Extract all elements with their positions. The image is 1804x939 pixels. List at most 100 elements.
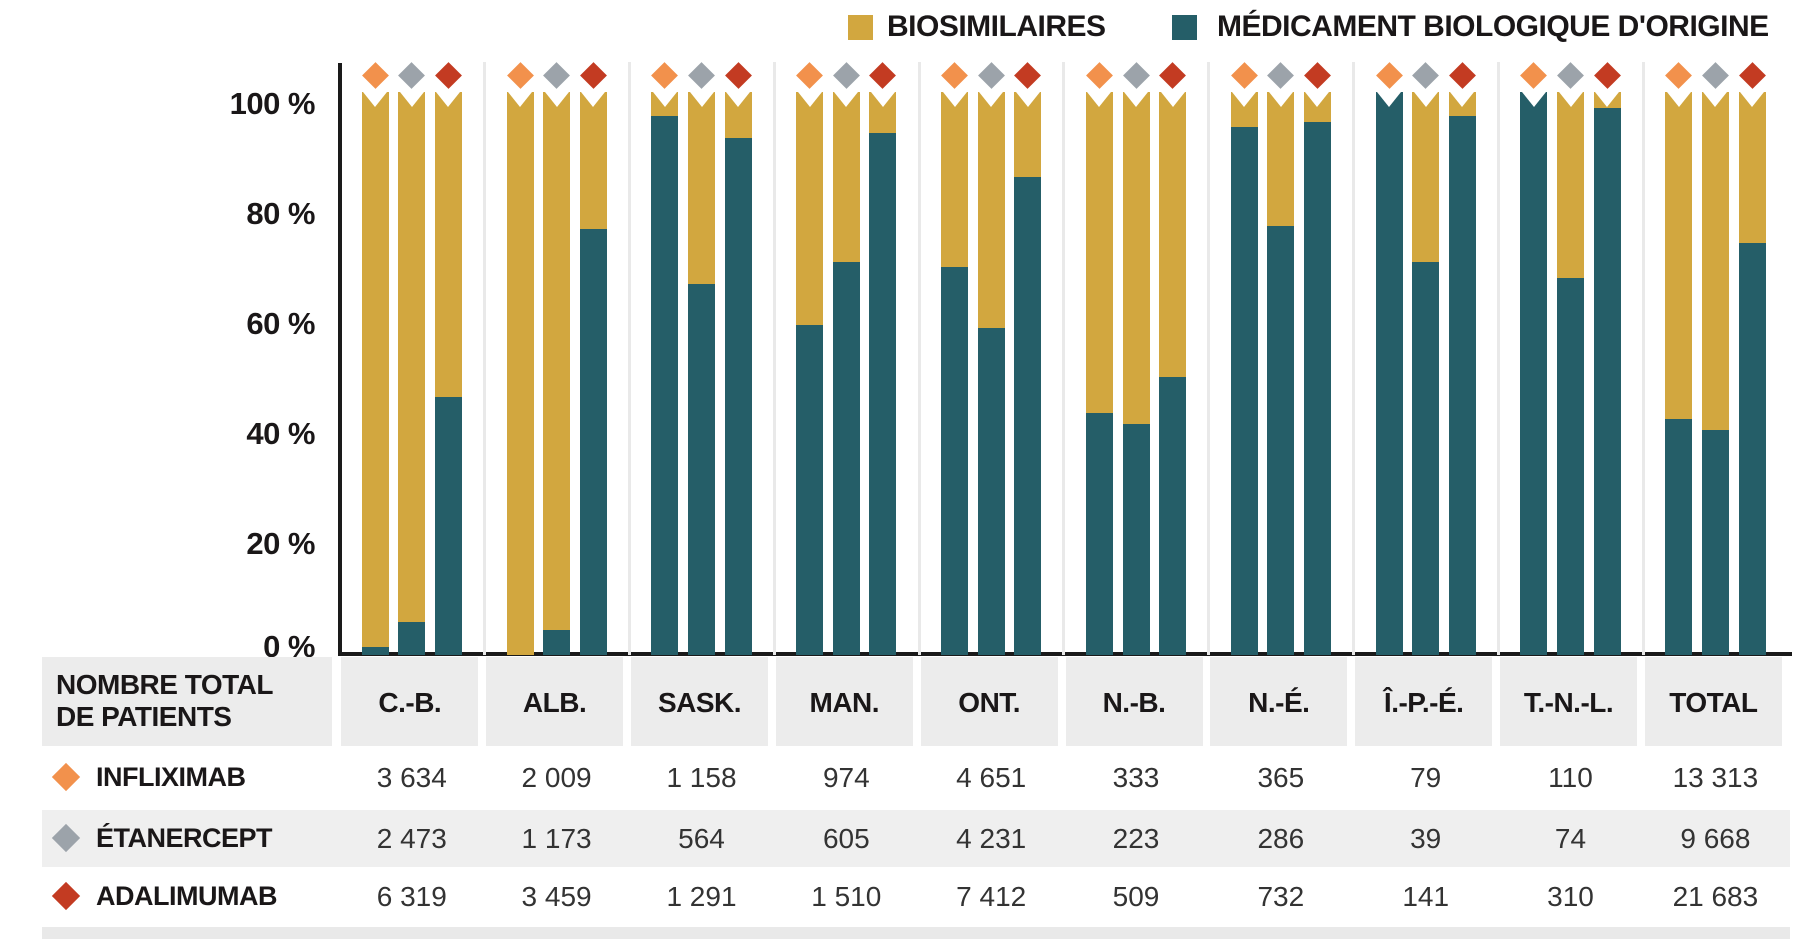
étanercept-diamond-icon [1122, 62, 1150, 89]
bar-T.-N.-L.-adalimumab [1593, 92, 1621, 656]
originator-segment [1412, 261, 1440, 656]
bar-C.-B.-infliximab [361, 92, 389, 656]
bar-top-notch [1124, 92, 1148, 107]
bar-top-notch [399, 92, 424, 107]
column-header-N.-É.: N.-É. [1210, 657, 1348, 746]
bar-TOTAL-infliximab [1665, 92, 1693, 655]
bar-top-notch [1377, 92, 1402, 107]
value-ADALIMUMAB-TOTAL: 21 683 [1672, 881, 1759, 912]
adalimumab-diamond-icon [1738, 62, 1766, 89]
value-INFLIXIMAB-TOTAL: 13 313 [1672, 762, 1759, 793]
originator-segment [688, 283, 715, 656]
value-ADALIMUMAB-N.-É.: 732 [1257, 881, 1305, 912]
y-tick-60%: 60 % [246, 306, 315, 341]
bar-top-notch [581, 92, 606, 107]
bar-MAN.-infliximab [796, 92, 824, 655]
legend-label-origine: MÉDICAMENT BIOLOGIQUE D'ORIGINE [1217, 10, 1769, 43]
bar-TOTAL-étanercept [1701, 92, 1729, 655]
group-separator [1352, 62, 1356, 655]
bar-top-notch [1521, 92, 1546, 107]
bar-MAN.-étanercept [832, 92, 860, 656]
bar-ALB.-étanercept [543, 92, 571, 656]
legend-label-biosimilaires: BIOSIMILAIRES [887, 10, 1106, 43]
originator-segment [543, 630, 571, 656]
adalimumab-diamond-icon [1159, 62, 1187, 89]
bar-top-notch [1450, 92, 1475, 107]
originator-segment [1159, 377, 1187, 656]
column-header-TOTAL: TOTAL [1644, 657, 1782, 746]
group-separator [1207, 62, 1211, 655]
value-INFLIXIMAB-ONT.: 4 651 [956, 762, 1027, 793]
bar-top-notch [436, 92, 461, 107]
column-header-label: ALB. [522, 687, 587, 718]
infliximab-diamond-icon [651, 62, 679, 89]
infliximab-diamond-icon [361, 62, 389, 89]
bar-top-notch [1305, 92, 1330, 107]
originator-segment [1230, 127, 1258, 655]
originator-segment [1665, 418, 1693, 655]
bar-N.-É.-infliximab [1230, 92, 1258, 655]
étanercept-diamond-icon [1267, 62, 1295, 89]
étanercept-diamond-icon [543, 62, 571, 89]
infliximab-diamond-icon [1520, 62, 1548, 89]
group-separator [917, 62, 921, 655]
column-header-N.-B.: N.-B. [1065, 657, 1203, 746]
value-INFLIXIMAB-MAN.: 974 [822, 762, 870, 793]
adalimumab-diamond-icon [1014, 62, 1042, 89]
bar-N.-B.-adalimumab [1159, 92, 1187, 656]
bar-top-notch [797, 92, 822, 107]
group-separator [1496, 62, 1500, 655]
étanercept-diamond-icon [977, 62, 1005, 89]
bar-SASK.-infliximab [651, 92, 679, 655]
group-separator [483, 62, 486, 655]
value-ADALIMUMAB-ONT.: 7 412 [956, 881, 1027, 912]
value-ÉTANERCEPT-ALB.: 1 173 [521, 822, 592, 854]
originator-segment [1701, 429, 1729, 655]
row-label-INFLIXIMAB: INFLIXIMAB [96, 762, 246, 792]
bar-top-notch [508, 92, 532, 107]
column-header-label: SASK. [657, 687, 742, 718]
étanercept-diamond-icon [1412, 62, 1440, 89]
étanercept-diamond-icon [1557, 62, 1584, 89]
bar-top-notch [834, 92, 859, 107]
infliximab-diamond-icon [941, 62, 969, 89]
column-header-MAN.: MAN. [775, 657, 913, 746]
originator-segment [1593, 107, 1621, 656]
bar-ONT.-étanercept [977, 92, 1005, 656]
bar-Î.-P.-É.-adalimumab [1448, 92, 1476, 655]
bar-Î.-P.-É.-étanercept [1412, 92, 1440, 656]
adalimumab-diamond-icon [579, 62, 607, 89]
y-tick-20%: 20 % [246, 526, 315, 561]
value-ÉTANERCEPT-SASK.: 564 [678, 822, 725, 854]
originator-segment [1014, 176, 1042, 655]
value-INFLIXIMAB-N.-B.: 333 [1112, 762, 1160, 793]
bar-top-notch [689, 92, 714, 107]
value-ADALIMUMAB-ALB.: 3 459 [521, 881, 592, 912]
column-header-label: MAN. [809, 687, 880, 718]
bar-top-notch [1087, 92, 1112, 107]
bar-Î.-P.-É.-infliximab [1375, 92, 1403, 655]
column-header-Î.-P.-É.: Î.-P.-É. [1355, 657, 1493, 746]
bar-N.-B.-infliximab [1085, 92, 1113, 655]
value-ÉTANERCEPT-C.-B.: 2 473 [376, 822, 447, 854]
value-INFLIXIMAB-Î.-P.-É.: 79 [1410, 762, 1442, 793]
originator-segment [869, 132, 897, 655]
row-label-ÉTANERCEPT: ÉTANERCEPT [96, 822, 273, 853]
value-INFLIXIMAB-T.-N.-L.: 110 [1548, 762, 1593, 793]
bar-top-notch [1740, 92, 1764, 107]
bar-top-notch [363, 92, 388, 107]
value-ÉTANERCEPT-MAN.: 605 [822, 822, 870, 854]
y-tick-100%: 100 % [229, 86, 316, 121]
value-ADALIMUMAB-MAN.: 1 510 [811, 881, 882, 912]
infliximab-row-diamond-icon [51, 762, 81, 792]
y-axis-line [338, 63, 342, 655]
originator-segment [832, 261, 860, 656]
originator-segment [434, 396, 462, 655]
bar-top-notch [1160, 92, 1185, 107]
bar-top-notch [1558, 92, 1583, 107]
adalimumab-diamond-icon [1593, 62, 1621, 89]
column-header-label: Î.-P.-É. [1383, 687, 1464, 718]
bar-N.-É.-étanercept [1267, 92, 1295, 655]
originator-segment [1267, 226, 1295, 655]
originator-segment [361, 646, 389, 656]
